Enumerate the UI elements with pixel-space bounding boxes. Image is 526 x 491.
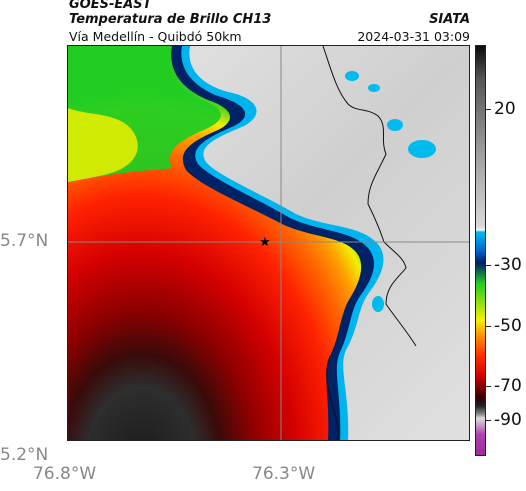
admin-border: [326, 355, 339, 440]
location-star-marker: ★: [259, 235, 271, 250]
coastline: [322, 46, 417, 347]
lat-tick-label: 5.2°N: [0, 445, 49, 465]
colorbar-label: 20: [494, 99, 516, 119]
cloud-yellow-fringe: [68, 108, 138, 182]
colorbar-tick: [486, 386, 491, 387]
cloud-cell: [372, 296, 384, 312]
cloud-cell: [408, 140, 436, 158]
colorbar-label: -30: [494, 255, 522, 275]
colorbar: [475, 45, 486, 456]
cloud-cell: [368, 84, 380, 92]
colorbar-label: -50: [494, 316, 522, 336]
header-satellite: GOES-EAST: [69, 0, 152, 12]
header-product: Temperatura de Brillo CH13: [69, 12, 272, 27]
colorbar-tick: [486, 265, 491, 266]
colorbar-tick: [486, 109, 491, 110]
lon-tick-label: 76.8°W: [33, 464, 97, 484]
cloud-cell: [387, 119, 403, 131]
lon-tick-label: 76.3°W: [252, 464, 316, 484]
lat-tick-label: 5.7°N: [0, 231, 49, 251]
satellite-image: ★: [68, 46, 469, 440]
map-panel[interactable]: ★: [67, 45, 470, 441]
cloud-cell: [345, 71, 359, 81]
header-org: SIATA: [429, 12, 470, 27]
colorbar-label: -90: [494, 410, 522, 430]
colorbar-label: -70: [494, 376, 522, 396]
colorbar-tick: [486, 420, 491, 421]
colorbar-tick: [486, 326, 491, 327]
header-route: Vía Medellín - Quibdó 50km: [69, 29, 242, 44]
header-timestamp: 2024-03-31 03:09: [357, 29, 470, 44]
